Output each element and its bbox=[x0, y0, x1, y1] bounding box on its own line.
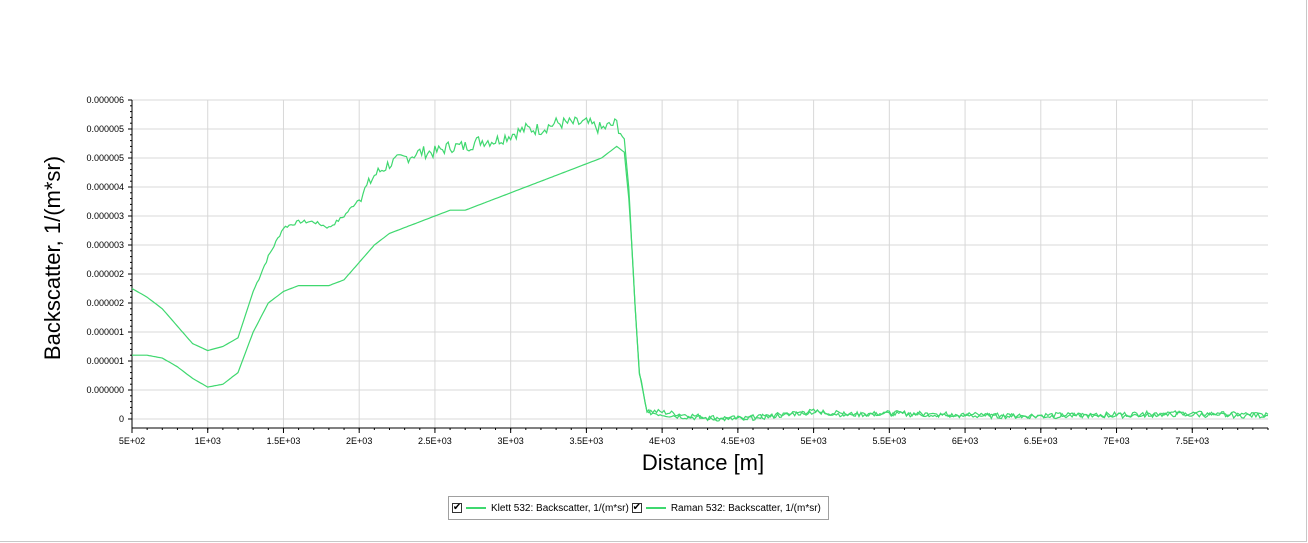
y-tick-label: 0.000002 bbox=[86, 269, 124, 279]
y-tick-label: 0.000001 bbox=[86, 356, 124, 366]
legend-label: Raman 532: Backscatter, 1/(m*sr) bbox=[670, 502, 821, 514]
x-tick-label: 5.5E+03 bbox=[872, 436, 906, 446]
series-swatch bbox=[645, 507, 666, 509]
x-tick-label: 1.5E+03 bbox=[267, 436, 301, 446]
grid bbox=[131, 99, 1268, 428]
x-tick-label: 3.5E+03 bbox=[570, 436, 604, 446]
y-tick-label: 0.000003 bbox=[86, 211, 124, 221]
x-tick-label: 7E+03 bbox=[1103, 436, 1129, 446]
legend: ✔ Klett 532: Backscatter, 1/(m*sr) ✔ Ram… bbox=[448, 496, 829, 520]
y-tick-label: 0.000001 bbox=[86, 327, 124, 337]
y-tick-label: 0.000006 bbox=[86, 95, 124, 105]
series-lines bbox=[131, 116, 1269, 422]
legend-item-klett[interactable]: ✔ Klett 532: Backscatter, 1/(m*sr) bbox=[452, 503, 629, 514]
x-tick-label: 4.5E+03 bbox=[721, 436, 755, 446]
tick-labels: 5E+02 1E+03 1.5E+03 2E+03 2.5E+03 3E+03 3.5E+0… bbox=[86, 95, 1209, 446]
series-line-raman bbox=[132, 145, 1268, 422]
y-tick-label: 0.000002 bbox=[86, 298, 124, 308]
x-axis-title: Distance [m] bbox=[642, 450, 764, 475]
y-tick-label: 0.000003 bbox=[86, 240, 124, 250]
x-tick-label: 5E+03 bbox=[800, 436, 826, 446]
x-tick-label: 6E+03 bbox=[952, 436, 978, 446]
legend-label: Klett 532: Backscatter, 1/(m*sr) bbox=[491, 502, 629, 514]
y-tick-label: 0.000005 bbox=[86, 153, 124, 163]
legend-item-raman[interactable]: ✔ Raman 532: Backscatter, 1/(m*sr) bbox=[631, 502, 821, 514]
y-tick-label: 0 bbox=[119, 414, 124, 424]
x-tick-label: 3E+03 bbox=[498, 436, 524, 446]
y-tick-label: 0.000000 bbox=[86, 385, 124, 395]
plot-area bbox=[132, 100, 1268, 428]
x-tick-label: 6.5E+03 bbox=[1024, 436, 1058, 446]
series-line-klett bbox=[131, 116, 1269, 422]
checkbox-icon[interactable]: ✔ bbox=[452, 502, 462, 513]
x-tick-label: 2E+03 bbox=[346, 436, 372, 446]
series-swatch bbox=[466, 507, 486, 509]
y-axis-title: Backscatter, 1/(m*sr) bbox=[40, 156, 65, 360]
x-tick-label: 7.5E+03 bbox=[1175, 436, 1209, 446]
axes bbox=[128, 99, 1269, 433]
x-tick-label: 5E+02 bbox=[119, 436, 145, 446]
x-tick-label: 2.5E+03 bbox=[418, 436, 452, 446]
x-tick-label: 4E+03 bbox=[649, 436, 675, 446]
y-tick-label: 0.000005 bbox=[86, 124, 124, 134]
y-tick-label: 0.000004 bbox=[86, 182, 124, 192]
checkbox-icon[interactable]: ✔ bbox=[631, 502, 642, 513]
x-tick-label: 1E+03 bbox=[195, 436, 221, 446]
